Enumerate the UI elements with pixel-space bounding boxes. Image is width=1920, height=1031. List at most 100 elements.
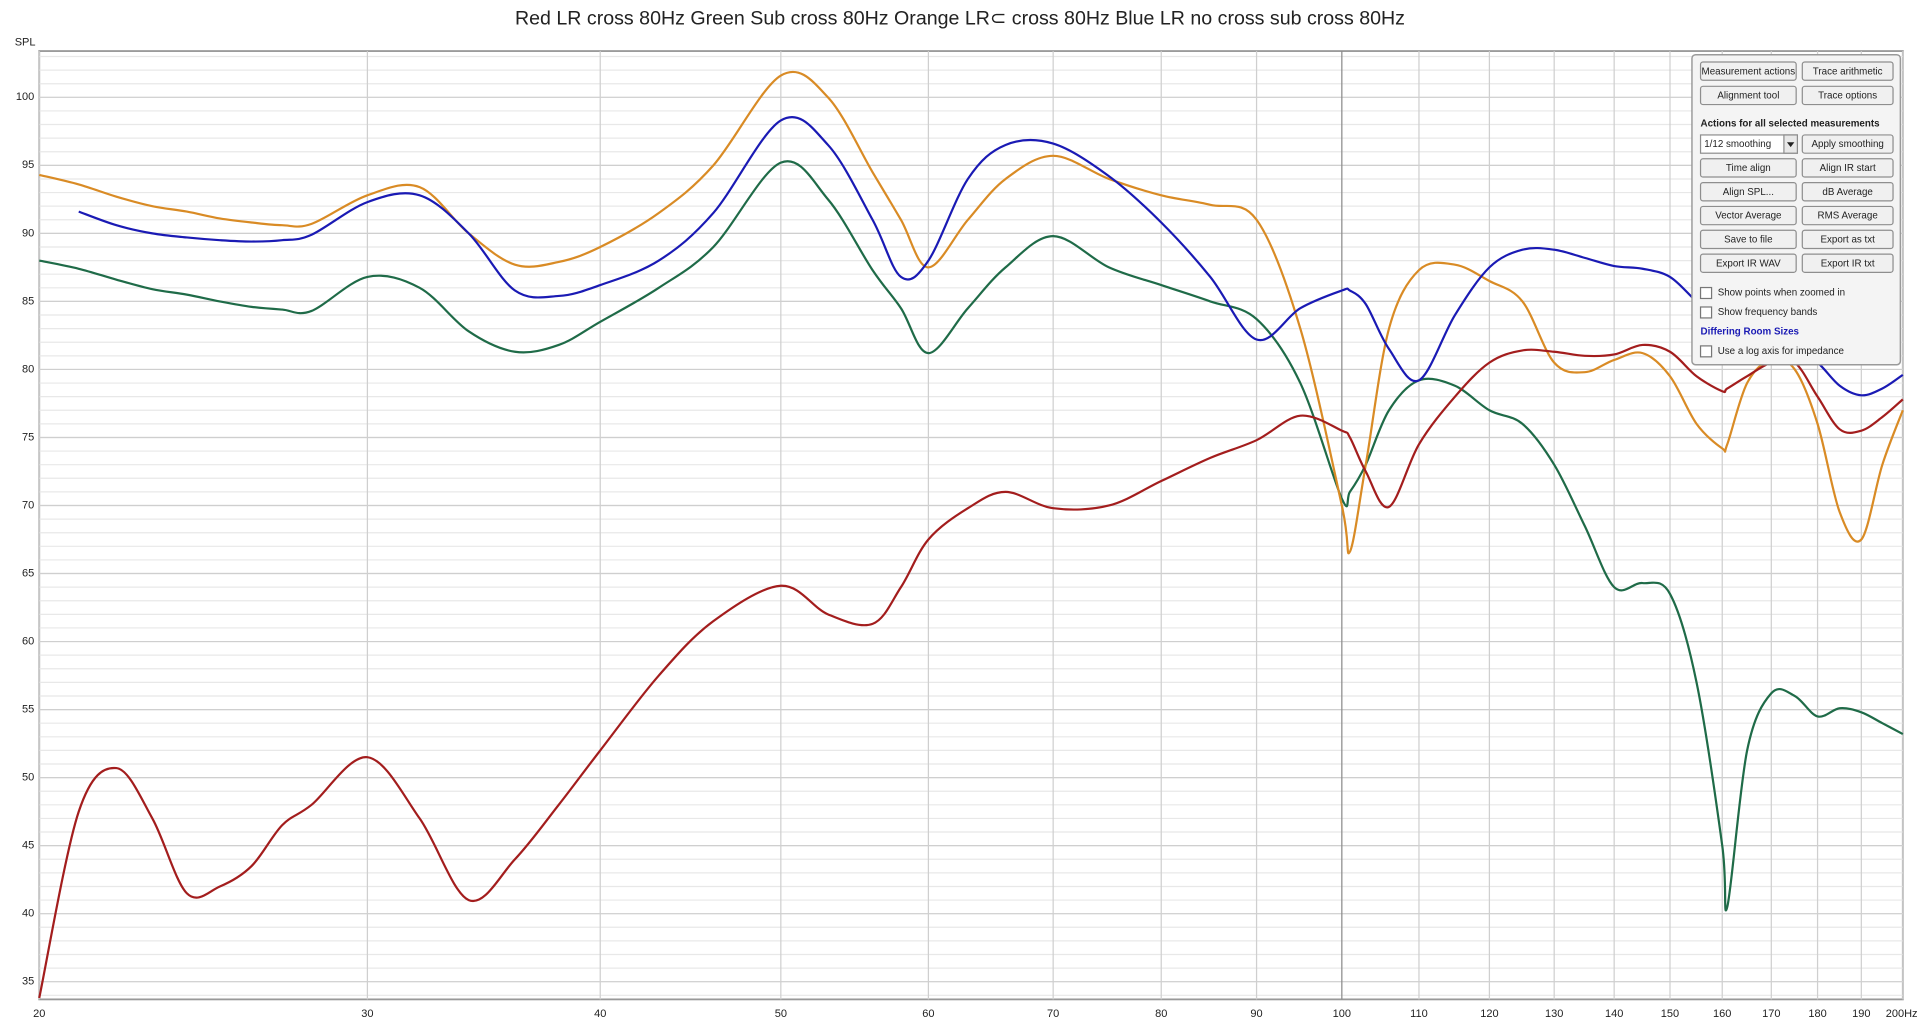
button[interactable]: Export IR txt [1801, 253, 1894, 273]
chart-title: Red LR cross 80Hz Green Sub cross 80Hz O… [515, 8, 1405, 30]
plot-area [38, 50, 1904, 1001]
button-label[interactable]: Export IR txt [1821, 258, 1875, 269]
button-label[interactable]: Export as txt [1820, 235, 1875, 246]
button-face[interactable] [1699, 158, 1797, 178]
button-face[interactable] [1801, 134, 1894, 154]
button-face[interactable] [1801, 205, 1894, 226]
x-tick-label: 20 [33, 1008, 45, 1020]
y-tick-label: 65 [22, 567, 34, 579]
x-tick-label: 120 [1480, 1008, 1498, 1020]
checkbox-label[interactable]: Use a log axis for impedance [1718, 346, 1844, 357]
button[interactable]: Export as txt [1801, 229, 1894, 250]
button-label[interactable]: Measurement actions [1702, 66, 1796, 77]
button[interactable]: Save to file [1699, 229, 1797, 250]
x-tick-label: 140 [1605, 1008, 1623, 1020]
room-sizes-link[interactable]: Differing Room Sizes [1701, 327, 1800, 338]
button-label[interactable]: Export IR WAV [1716, 258, 1781, 269]
checkbox-box[interactable] [1699, 286, 1713, 300]
minor-grid [39, 55, 1903, 996]
x-tick-label: 180 [1808, 1008, 1826, 1020]
y-tick-label: 90 [22, 227, 34, 239]
button[interactable]: Alignment tool [1699, 85, 1797, 106]
checkbox-box[interactable] [1699, 306, 1713, 319]
checkbox-label[interactable]: Show points when zoomed in [1718, 288, 1845, 299]
y-tick-label: 85 [22, 295, 34, 307]
button[interactable]: RMS Average [1801, 205, 1894, 226]
y-tick-label: 100 [16, 91, 34, 103]
button-face[interactable] [1699, 182, 1797, 202]
button-label[interactable]: dB Average [1822, 187, 1872, 198]
y-tick-label: 95 [22, 159, 34, 171]
button-label[interactable]: Time align [1726, 163, 1771, 174]
control-panel: Measurement actions Trace arithmetic Align… [1691, 53, 1902, 366]
checkbox[interactable]: Use a log axis for impedance [1699, 345, 1844, 358]
button-label[interactable]: Trace options [1818, 91, 1877, 102]
button-face[interactable] [1699, 61, 1797, 81]
y-tick-label: 60 [22, 635, 34, 647]
button-face[interactable] [1801, 253, 1894, 273]
button[interactable]: Measurement actions [1699, 61, 1797, 81]
x-tick-label: 80 [1155, 1008, 1167, 1020]
button[interactable]: Vector Average [1699, 205, 1797, 226]
x-tick-label: 170 [1762, 1008, 1780, 1020]
button-face[interactable] [1699, 229, 1797, 250]
button-label[interactable]: Align IR start [1820, 163, 1876, 174]
checkbox-label[interactable]: Show frequency bands [1718, 307, 1818, 318]
x-tick-label: 40 [594, 1008, 606, 1020]
button-label[interactable]: Alignment tool [1717, 91, 1779, 102]
checkbox-box[interactable] [1699, 345, 1713, 358]
x-tick-label: 160 [1713, 1008, 1731, 1020]
button-face[interactable] [1699, 253, 1797, 273]
checkbox[interactable]: Show points when zoomed in [1699, 286, 1846, 300]
y-tick-label: 55 [22, 704, 34, 716]
x-tick-label: 70 [1047, 1008, 1059, 1020]
y-tick-label: 50 [22, 772, 34, 784]
button[interactable]: Align IR start [1801, 158, 1894, 178]
x-tick-label: 200Hz [1886, 1008, 1918, 1020]
y-tick-label: 75 [22, 431, 34, 443]
button-label[interactable]: Apply smoothing [1811, 139, 1883, 150]
x-tick-label: 60 [922, 1008, 934, 1020]
button-face[interactable] [1699, 85, 1797, 106]
x-tick-label: 100 [1333, 1008, 1351, 1020]
y-tick-label: 70 [22, 499, 34, 511]
x-tick-label: 50 [775, 1008, 787, 1020]
button[interactable]: dB Average [1801, 182, 1894, 202]
button[interactable]: Align SPL... [1699, 182, 1797, 202]
button-face[interactable] [1699, 205, 1797, 226]
button-label[interactable]: Trace arithmetic [1813, 66, 1883, 77]
x-tick-label: 90 [1250, 1008, 1262, 1020]
button-face[interactable] [1801, 229, 1894, 250]
x-tick-label: 30 [361, 1008, 373, 1020]
smoothing-select[interactable]: 1/12 smoothing [1699, 134, 1799, 154]
button-label[interactable]: Vector Average [1715, 211, 1781, 222]
panel-heading: Actions for all selected measurements [1701, 119, 1881, 130]
series-line [38, 343, 1904, 999]
checkbox[interactable]: Show frequency bands [1699, 306, 1818, 319]
button-face[interactable] [1801, 158, 1894, 178]
x-tick-label: 110 [1410, 1008, 1428, 1020]
y-tick-label: 45 [22, 840, 34, 852]
y-tick-label: 40 [22, 908, 34, 920]
button-label[interactable]: Align SPL... [1723, 187, 1774, 198]
y-axis-label: SPL [15, 36, 36, 48]
x-tick-label: 190 [1852, 1008, 1870, 1020]
series-line [38, 70, 1904, 555]
button-face[interactable] [1801, 182, 1894, 202]
button[interactable]: Trace arithmetic [1801, 61, 1894, 81]
select-label[interactable]: 1/12 smoothing [1704, 139, 1771, 150]
button-label[interactable]: RMS Average [1818, 211, 1878, 222]
series-line [39, 160, 1904, 912]
button-face[interactable] [1801, 85, 1894, 106]
y-tick-label: 35 [22, 976, 34, 988]
button[interactable]: Trace options [1801, 85, 1894, 106]
button-face[interactable] [1801, 61, 1894, 81]
button-label[interactable]: Save to file [1724, 235, 1772, 246]
x-tick-label: 130 [1545, 1008, 1563, 1020]
button[interactable]: Time align [1699, 158, 1797, 178]
button[interactable]: Apply smoothing [1801, 134, 1894, 154]
button[interactable]: Export IR WAV [1699, 253, 1797, 273]
select-arrow[interactable] [1786, 142, 1795, 148]
x-tick-label: 150 [1661, 1008, 1679, 1020]
